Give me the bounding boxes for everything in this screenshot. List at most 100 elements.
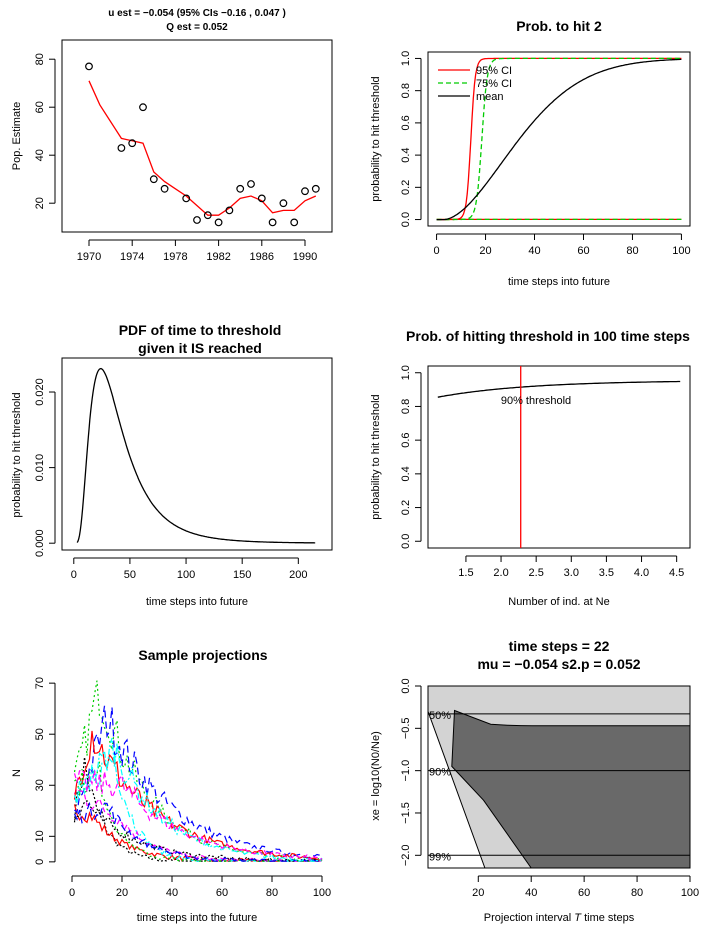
- pop-x-axis-tick-label: 1974: [120, 251, 144, 263]
- observed-point: [290, 218, 299, 227]
- pop-x-axis-tick-label: 1978: [163, 251, 187, 263]
- observed-point: [128, 139, 137, 148]
- hit-y-axis-tick-label: 1.0: [400, 51, 412, 66]
- proj-x-axis-tick-label: 20: [116, 887, 128, 899]
- proj-y-axis-tick-label: 30: [34, 779, 46, 791]
- legend-label: 95% CI: [476, 65, 512, 77]
- unc-x-axis-tick-label: 100: [681, 887, 699, 899]
- observed-point: [311, 184, 320, 193]
- unc-y-axis-tick-label: −1.0: [400, 760, 412, 782]
- pdf-x-axis-tick-label: 0: [71, 569, 77, 581]
- projection-series-line: [73, 737, 323, 862]
- hit-y-axis-tick-label: 0.6: [400, 115, 412, 130]
- proj-title: Sample projections: [138, 647, 267, 663]
- pdf-y-axis-tick-label: 0.020: [34, 378, 46, 406]
- fitted-series-line: [88, 80, 317, 216]
- projection-series-line: [73, 680, 323, 862]
- proj-y-axis-tick-label: 10: [34, 830, 46, 842]
- pop-title-line1: u est = −0.054 (95% CIs −0.16 , 0.047 ): [108, 8, 286, 19]
- observed-point: [279, 199, 288, 208]
- unc-x-axis-tick-label: 40: [525, 887, 537, 899]
- pop-plot-box: [61, 39, 333, 233]
- pop-y-axis-tick-label: 60: [34, 101, 46, 113]
- pdf-title-line1: PDF of time to threshold: [119, 322, 282, 338]
- proj-x-axis-tick-label: 60: [216, 887, 228, 899]
- pdf-y-axis-tick-label: 0.000: [34, 529, 46, 557]
- mean-line: [436, 58, 682, 221]
- ne-plot-box: [427, 365, 691, 549]
- legend-label: mean: [476, 91, 504, 103]
- hit-x-axis-tick-label: 0: [434, 245, 440, 257]
- proj-y-axis-tick-label: 0: [34, 859, 46, 865]
- reference-hline-label: 99%: [429, 851, 451, 863]
- pop-x-axis-tick-label: 1990: [293, 251, 317, 263]
- pdf-title-line2: given it IS reached: [138, 340, 262, 356]
- unc-y-label: xe = log10(N0/Ne): [370, 731, 382, 821]
- unc-x-label: Projection interval T time steps: [484, 912, 635, 924]
- pdf-plot-box: [61, 357, 333, 551]
- observed-point: [193, 216, 201, 224]
- reference-hline-label: 90%: [429, 767, 451, 779]
- projection-series-line: [73, 801, 323, 862]
- ne-title: Prob. of hitting threshold in 100 time s…: [406, 328, 690, 344]
- observed-point: [117, 144, 126, 152]
- observed-point: [182, 194, 191, 203]
- ne-x-axis-tick-label: 4.0: [634, 567, 649, 579]
- ne-y-axis-tick-label: 0.4: [400, 466, 412, 481]
- proj-x-label: time steps into the future: [137, 912, 257, 924]
- unc-x-axis-tick-label: 60: [578, 887, 590, 899]
- reference-hline-label: 50%: [429, 710, 451, 722]
- unc-x-label-part: T: [574, 912, 582, 924]
- projection-series-line: [74, 799, 323, 863]
- hit-x-axis-tick-label: 60: [577, 245, 589, 257]
- ne-y-axis-tick-label: 0.0: [400, 534, 412, 549]
- projection-series-line: [73, 787, 322, 862]
- hit-y-label: probability to hit threshold: [370, 76, 382, 201]
- observed-point: [257, 194, 266, 203]
- hit-plot-box: [427, 51, 691, 227]
- ne-y-axis-tick-label: 1.0: [400, 365, 412, 380]
- pdf-y-label: probability to hit threshold: [11, 392, 23, 517]
- pop-y-axis-tick-label: 80: [34, 53, 46, 65]
- proj-x-axis-tick-label: 100: [313, 887, 331, 899]
- projection-series-line: [74, 705, 323, 859]
- projection-series-line: [73, 730, 323, 862]
- unc-x-axis-tick-label: 20: [472, 887, 484, 899]
- pop-x-axis-tick-label: 1986: [250, 251, 274, 263]
- ne-y-axis-tick-label: 0.2: [400, 500, 412, 515]
- observed-point: [301, 187, 309, 196]
- observed-point: [139, 103, 147, 112]
- unc-y-axis-tick-label: −1.5: [400, 802, 412, 824]
- hit-x-axis-tick-label: 20: [479, 245, 491, 257]
- threshold-label: 90% threshold: [501, 395, 571, 407]
- pdf-x-axis-tick-label: 200: [289, 569, 307, 581]
- observed-point: [236, 184, 245, 193]
- pop-y-axis-tick-label: 20: [34, 197, 46, 209]
- unc-x-label-part: Projection interval: [484, 912, 575, 924]
- hit-x-label: time steps into future: [508, 276, 610, 288]
- observed-point: [268, 218, 277, 227]
- projection-series-line: [74, 754, 323, 862]
- hit-x-axis-tick-label: 80: [626, 245, 638, 257]
- proj-x-axis-tick-label: 40: [166, 887, 178, 899]
- unc-x-label-part: time steps: [581, 912, 635, 924]
- hit-y-axis-tick-label: 0.8: [400, 83, 412, 98]
- ci75-upper-line: [436, 57, 682, 221]
- ne-x-axis-tick-label: 2.5: [529, 567, 544, 579]
- hit-title: Prob. to hit 2: [516, 18, 602, 34]
- ne-x-axis-tick-label: 3.0: [564, 567, 579, 579]
- ne-y-axis-tick-label: 0.6: [400, 432, 412, 447]
- hit-y-axis-tick-label: 0.4: [400, 147, 412, 162]
- dark-region: [451, 709, 691, 869]
- unc-x-axis-tick-label: 80: [631, 887, 643, 899]
- ne-x-axis-tick-label: 1.5: [458, 567, 473, 579]
- projection-series-line: [73, 804, 323, 862]
- pdf-y-axis-tick-label: 0.010: [34, 454, 46, 482]
- legend-label: 75% CI: [476, 78, 512, 90]
- observed-point: [160, 184, 169, 193]
- observed-point: [225, 206, 234, 215]
- pdf-x-axis-tick-label: 100: [177, 569, 195, 581]
- proj-y-axis-tick-label: 50: [34, 728, 46, 740]
- projection-series-line: [74, 761, 322, 862]
